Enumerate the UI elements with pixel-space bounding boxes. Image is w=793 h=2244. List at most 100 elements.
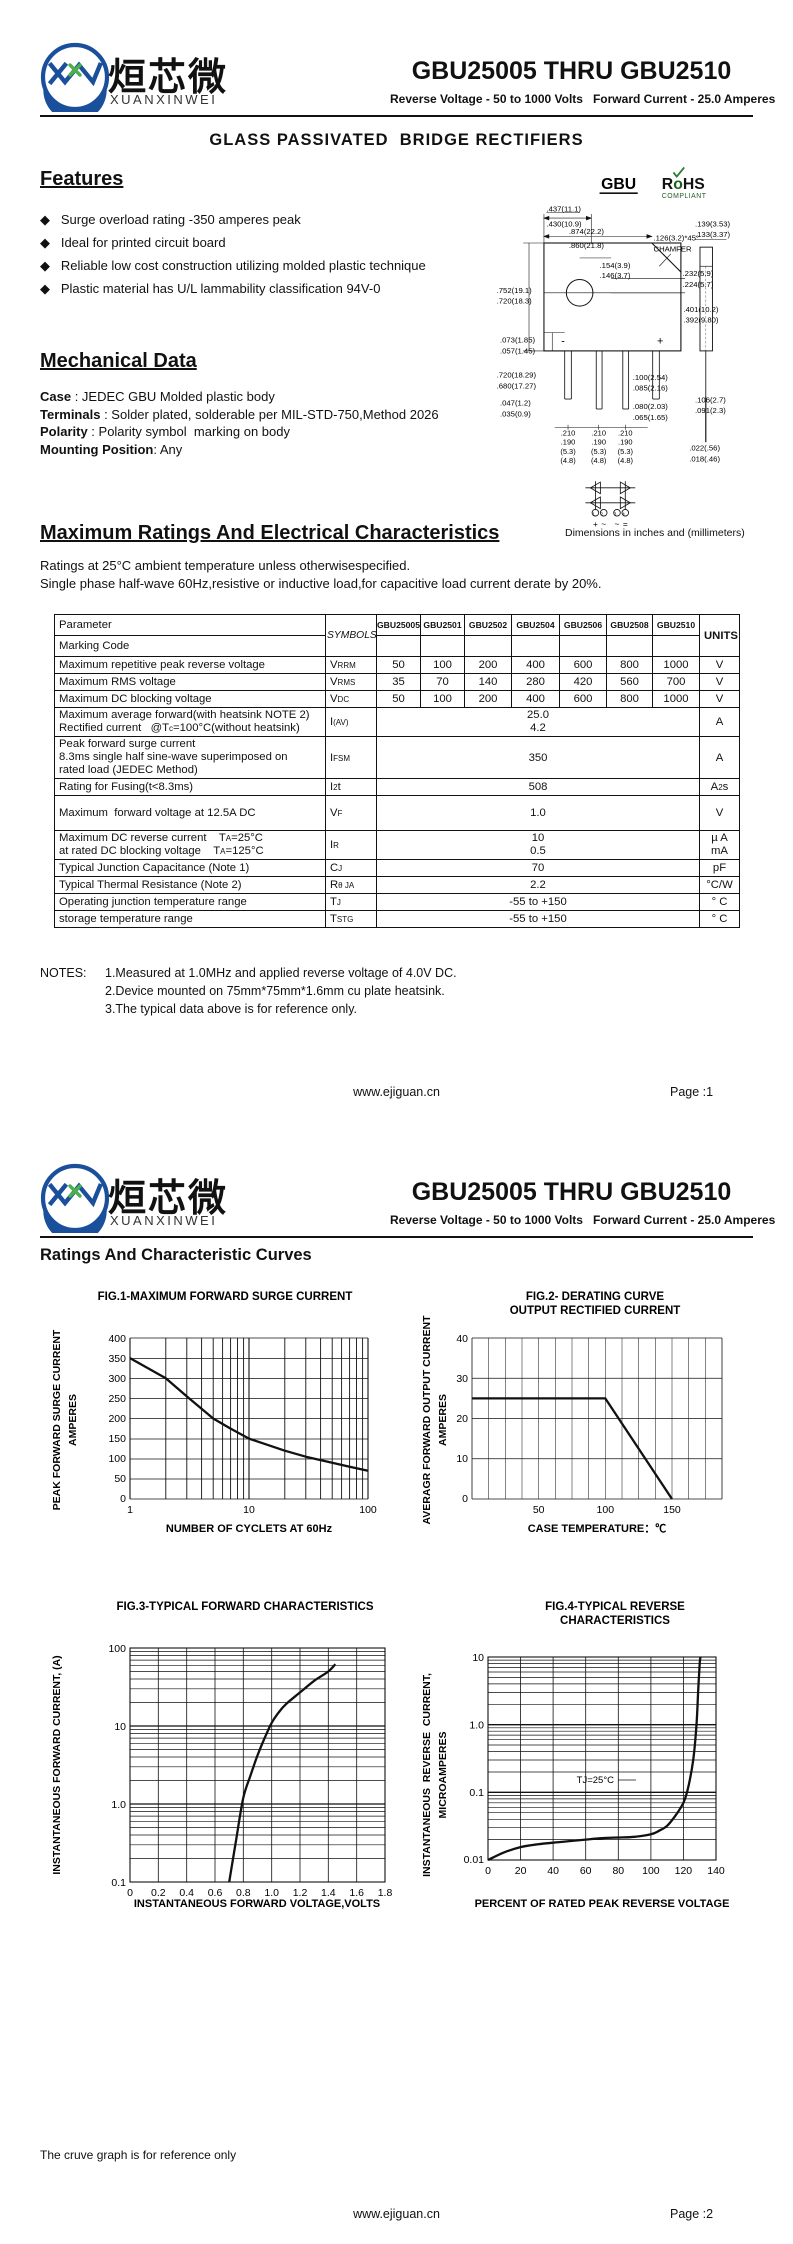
svg-text:.091(2.3): .091(2.3) xyxy=(695,406,726,415)
svg-text:0.1: 0.1 xyxy=(469,1787,484,1799)
svg-text:.232(5.9): .232(5.9) xyxy=(683,269,714,278)
svg-text:CASE TEMPERATURE：℃: CASE TEMPERATURE：℃ xyxy=(528,1522,667,1535)
svg-text:-: - xyxy=(561,335,565,347)
svg-text:1: 1 xyxy=(127,1504,133,1516)
svg-text:350: 350 xyxy=(108,1353,126,1365)
svg-text:10: 10 xyxy=(472,1652,484,1664)
svg-text:.018(.46): .018(.46) xyxy=(689,454,720,463)
svg-text:INSTANTANEOUS FORWARD VOLTAGE,: INSTANTANEOUS FORWARD VOLTAGE,VOLTS xyxy=(134,1898,380,1910)
svg-text:(5.3): (5.3) xyxy=(560,447,576,456)
svg-text:MICROAMPERES: MICROAMPERES xyxy=(437,1732,449,1819)
svg-text:COMPLIANT: COMPLIANT xyxy=(662,193,707,200)
svg-text:.190: .190 xyxy=(591,438,606,447)
svg-text:50: 50 xyxy=(114,1473,126,1485)
svg-text:150: 150 xyxy=(663,1504,681,1516)
svg-text:100: 100 xyxy=(108,1453,126,1465)
svg-text:2: 2 xyxy=(600,512,603,518)
svg-text:100: 100 xyxy=(597,1504,615,1516)
svg-text:400: 400 xyxy=(108,1333,126,1345)
svg-text:1: 1 xyxy=(592,512,595,518)
svg-text:.080(2.03): .080(2.03) xyxy=(633,402,669,411)
svg-text:.139(3.53): .139(3.53) xyxy=(695,219,731,228)
svg-text:+: + xyxy=(657,335,663,347)
svg-text:40: 40 xyxy=(456,1333,468,1345)
svg-text:CHAMFER: CHAMFER xyxy=(654,244,693,253)
svg-text:.752(19.1): .752(19.1) xyxy=(497,286,533,295)
svg-text:1.0: 1.0 xyxy=(469,1720,484,1732)
svg-text:.720(18.29): .720(18.29) xyxy=(497,370,537,379)
svg-text:80: 80 xyxy=(612,1865,624,1877)
svg-text:AVERAGR FORWARD OUTPUT CURRENT: AVERAGR FORWARD OUTPUT CURRENT xyxy=(421,1315,433,1525)
svg-text:.392(9.80): .392(9.80) xyxy=(683,316,719,325)
svg-text:PERCENT OF RATED PEAK REVERSE: PERCENT OF RATED PEAK REVERSE VOLTAGE xyxy=(475,1898,730,1910)
svg-text:GBU: GBU xyxy=(601,176,636,193)
svg-text:40: 40 xyxy=(547,1865,559,1877)
svg-text:0: 0 xyxy=(485,1865,491,1877)
svg-text:FIG.3-TYPICAL FORWARD CHARACTE: FIG.3-TYPICAL FORWARD CHARACTERISTICS xyxy=(116,1601,373,1613)
svg-text:60: 60 xyxy=(580,1865,592,1877)
svg-text:NUMBER OF CYCLETS AT 60Hz: NUMBER OF CYCLETS AT 60Hz xyxy=(166,1523,333,1535)
svg-text:100: 100 xyxy=(642,1865,660,1877)
svg-text:30: 30 xyxy=(456,1373,468,1385)
svg-text:4: 4 xyxy=(622,512,625,518)
svg-text:.210: .210 xyxy=(618,429,633,438)
svg-text:1.0: 1.0 xyxy=(111,1799,126,1811)
svg-text:20: 20 xyxy=(456,1413,468,1425)
svg-text:.073(1.85): .073(1.85) xyxy=(500,336,536,345)
svg-text:0.01: 0.01 xyxy=(464,1854,485,1866)
svg-text:AMPERES: AMPERES xyxy=(67,1394,79,1446)
svg-text:10: 10 xyxy=(456,1453,468,1465)
svg-text:.100(2.54): .100(2.54) xyxy=(633,373,669,382)
svg-text:TJ=25°C: TJ=25°C xyxy=(577,1775,614,1786)
svg-text:.047(1.2): .047(1.2) xyxy=(500,399,531,408)
svg-text:.154(3.9): .154(3.9) xyxy=(600,261,631,270)
svg-text:.224(5.7): .224(5.7) xyxy=(683,280,714,289)
svg-text:.190: .190 xyxy=(561,438,576,447)
svg-text:0: 0 xyxy=(120,1493,126,1505)
svg-text:0: 0 xyxy=(462,1493,468,1505)
svg-text:.210: .210 xyxy=(591,429,606,438)
svg-text:20: 20 xyxy=(515,1865,527,1877)
svg-text:FIG.2- DERATING CURVE: FIG.2- DERATING CURVE xyxy=(526,1291,665,1303)
svg-text:.035(0.9): .035(0.9) xyxy=(500,409,531,418)
svg-text:FIG.1-MAXIMUM FORWARD SURGE CU: FIG.1-MAXIMUM FORWARD SURGE CURRENT xyxy=(98,1291,353,1303)
svg-text:50: 50 xyxy=(533,1504,545,1516)
svg-text:10: 10 xyxy=(243,1504,255,1516)
svg-text:AMPERES: AMPERES xyxy=(437,1394,449,1446)
svg-text:(5.3): (5.3) xyxy=(618,447,634,456)
svg-text:250: 250 xyxy=(108,1393,126,1405)
svg-text:100: 100 xyxy=(108,1643,126,1655)
svg-text:.106(2.7): .106(2.7) xyxy=(695,395,726,404)
svg-text:(5.3): (5.3) xyxy=(591,447,607,456)
svg-text:140: 140 xyxy=(707,1865,725,1877)
svg-text:.022(.56): .022(.56) xyxy=(689,444,720,453)
svg-text:(4.8): (4.8) xyxy=(591,456,607,465)
svg-text:200: 200 xyxy=(108,1413,126,1425)
svg-text:0: 0 xyxy=(127,1887,133,1899)
svg-text:.210: .210 xyxy=(561,429,576,438)
svg-text:.401(10.2): .401(10.2) xyxy=(683,305,719,314)
svg-text:.860(21.8): .860(21.8) xyxy=(569,241,605,250)
svg-text:.126(3.2)*45°: .126(3.2)*45° xyxy=(654,234,699,243)
svg-text:CHARACTERISTICS: CHARACTERISTICS xyxy=(560,1615,670,1627)
svg-text:.057(1.45): .057(1.45) xyxy=(500,346,536,355)
svg-text:INSTANTANEOUS FORWARD CURRENT,: INSTANTANEOUS FORWARD CURRENT, (A) xyxy=(51,1655,63,1874)
svg-text:OUTPUT RECTIFIED CURRENT: OUTPUT RECTIFIED CURRENT xyxy=(510,1305,681,1317)
svg-text:RoHS: RoHS xyxy=(662,176,705,193)
svg-text:.190: .190 xyxy=(618,438,633,447)
svg-text:0.1: 0.1 xyxy=(111,1877,126,1889)
svg-text:.680(17.27): .680(17.27) xyxy=(497,381,537,390)
svg-text:.874(22.2): .874(22.2) xyxy=(569,227,605,236)
svg-text:.065(1.65): .065(1.65) xyxy=(633,413,669,422)
svg-text:PEAK FORWARD SURGE CURRENT: PEAK FORWARD SURGE CURRENT xyxy=(51,1329,63,1510)
svg-text:100: 100 xyxy=(359,1504,377,1516)
svg-text:(4.8): (4.8) xyxy=(560,456,576,465)
svg-text:300: 300 xyxy=(108,1373,126,1385)
svg-text:INSTANTANEOUS REVERSE CURREN: INSTANTANEOUS REVERSE CURRENT, xyxy=(421,1673,433,1877)
svg-text:.720(18.3): .720(18.3) xyxy=(497,297,533,306)
svg-text:3: 3 xyxy=(614,512,617,518)
svg-text:.085(2.16): .085(2.16) xyxy=(633,384,669,393)
svg-text:10: 10 xyxy=(114,1721,126,1733)
svg-text:120: 120 xyxy=(675,1865,693,1877)
svg-text:.133(3.37): .133(3.37) xyxy=(695,230,731,239)
